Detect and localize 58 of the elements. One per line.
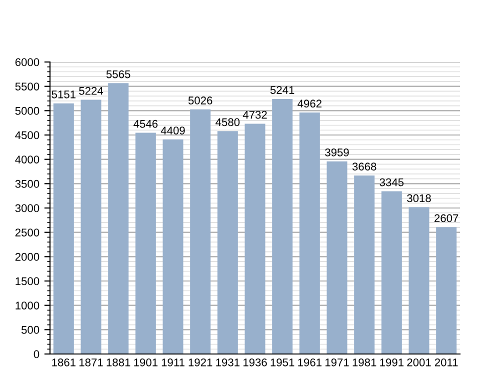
x-tick-label: 1921: [188, 358, 212, 366]
x-tick-label: 1871: [79, 358, 103, 366]
data-label: 5565: [106, 70, 130, 78]
bar: [162, 139, 184, 354]
data-label: 5026: [188, 96, 212, 104]
x-tick-label: 1901: [134, 358, 158, 366]
y-tick-label: 1000: [16, 302, 40, 310]
data-label: 4409: [160, 126, 185, 134]
data-label: 4732: [242, 110, 267, 119]
data-label: 5224: [79, 86, 104, 95]
bar: [408, 207, 430, 354]
data-label: 5151: [52, 90, 76, 98]
x-tick-label: 1931: [216, 358, 240, 366]
y-tick-label: 6000: [15, 58, 40, 66]
bar: [244, 124, 266, 354]
data-label: 4546: [134, 120, 158, 128]
x-tick-label: 1881: [106, 358, 130, 366]
x-tick-label: 1936: [243, 358, 267, 366]
y-tick-label: 500: [21, 326, 40, 334]
bar: [53, 103, 74, 354]
data-label: 3668: [352, 162, 376, 171]
bar: [381, 191, 402, 354]
bar: [217, 131, 238, 354]
bar: [326, 161, 348, 354]
y-tick-label: 3000: [15, 204, 40, 212]
y-tick-label: 3500: [15, 180, 40, 188]
y-tick-label: 4000: [15, 156, 40, 164]
bar: [108, 83, 129, 354]
x-tick-label: 2001: [407, 358, 431, 366]
bar: [80, 100, 102, 354]
x-tick-label: 1991: [380, 358, 404, 366]
bar: [436, 227, 457, 354]
x-tick-label: 1961: [298, 358, 322, 366]
bar: [190, 109, 211, 354]
y-tick-label: 1500: [16, 277, 40, 286]
data-label: 3959: [325, 148, 349, 156]
bar: [135, 132, 156, 354]
y-tick-label: 5500: [15, 82, 40, 90]
x-tick-label: 1971: [325, 358, 349, 366]
bar: [354, 175, 375, 354]
data-label: 3018: [407, 194, 431, 202]
y-tick-label: 5000: [15, 106, 40, 115]
bar: [272, 98, 293, 354]
y-tick-label: 4500: [15, 131, 40, 140]
y-tick-label: 0: [34, 350, 40, 358]
bar: [299, 112, 320, 354]
x-tick-label: 1981: [352, 358, 376, 366]
y-tick-label: 2000: [15, 252, 40, 261]
data-label: 4580: [216, 118, 240, 126]
data-label: 4962: [298, 100, 322, 108]
x-tick-label: 1951: [270, 358, 294, 366]
x-tick-label: 1861: [52, 358, 76, 366]
data-label: 2607: [434, 214, 458, 222]
data-label: 3345: [380, 178, 404, 186]
data-label: 5241: [270, 86, 294, 94]
x-tick-label: 1911: [162, 358, 184, 366]
x-tick-label: 2011: [434, 358, 458, 366]
y-tick-label: 2500: [15, 228, 40, 236]
